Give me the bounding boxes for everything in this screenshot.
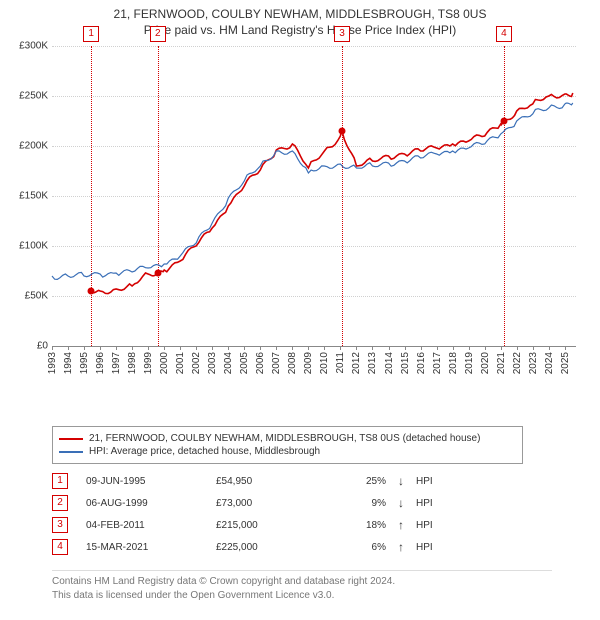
x-axis-label: 1996	[95, 352, 106, 374]
x-axis-label: 2002	[191, 352, 202, 374]
event-row: 2 06-AUG-1999£73,0009%↓HPI	[52, 492, 532, 514]
event-hpi-label: HPI	[416, 476, 456, 487]
event-price: £73,000	[216, 498, 326, 509]
event-date: 15-MAR-2021	[86, 542, 216, 553]
x-axis-label: 1997	[111, 352, 122, 374]
event-percent: 18%	[326, 520, 386, 531]
x-axis-label: 2011	[335, 352, 346, 374]
x-axis-label: 2003	[207, 352, 218, 374]
event-row: 3 04-FEB-2011£215,00018%↑HPI	[52, 514, 532, 536]
x-axis-label: 2020	[480, 352, 491, 374]
event-percent: 9%	[326, 498, 386, 509]
x-axis-label: 2009	[303, 352, 314, 374]
x-axis-label: 2006	[255, 352, 266, 374]
y-axis-label: £50K	[8, 291, 48, 302]
x-axis-label: 2013	[367, 352, 378, 374]
arrow-up-icon: ↑	[386, 518, 416, 532]
x-axis-label: 2019	[464, 352, 475, 374]
footer-line-2: This data is licensed under the Open Gov…	[52, 589, 552, 603]
x-axis-label: 1999	[143, 352, 154, 374]
x-axis-label: 1994	[63, 352, 74, 374]
event-marker: 2	[52, 495, 68, 511]
x-axis-label: 2014	[384, 352, 395, 374]
x-axis-label: 1998	[127, 352, 138, 374]
x-axis-label: 2015	[400, 352, 411, 374]
event-percent: 6%	[326, 542, 386, 553]
event-marker-box: 2	[150, 26, 166, 42]
x-axis-label: 2012	[351, 352, 362, 374]
y-axis-label: £100K	[8, 241, 48, 252]
event-table: 109-JUN-1995£54,95025%↓HPI206-AUG-1999£7…	[52, 470, 532, 558]
footer-line-1: Contains HM Land Registry data © Crown c…	[52, 575, 552, 589]
series-hpi	[52, 103, 573, 279]
legend-item: HPI: Average price, detached house, Midd…	[59, 446, 514, 457]
x-axis-label: 2004	[223, 352, 234, 374]
event-date: 04-FEB-2011	[86, 520, 216, 531]
event-marker: 3	[52, 517, 68, 533]
event-price: £54,950	[216, 476, 326, 487]
x-axis-label: 2023	[528, 352, 539, 374]
x-axis-label: 1995	[79, 352, 90, 374]
arrow-up-icon: ↑	[386, 540, 416, 554]
x-axis-label: 2008	[287, 352, 298, 374]
x-axis-label: 2000	[159, 352, 170, 374]
x-axis-label: 2024	[544, 352, 555, 374]
event-hpi-label: HPI	[416, 520, 456, 531]
y-axis-label: £300K	[8, 41, 48, 52]
x-axis-label: 2005	[239, 352, 250, 374]
event-hpi-label: HPI	[416, 542, 456, 553]
event-row: 4 15-MAR-2021£225,0006%↑HPI	[52, 536, 532, 558]
x-axis-label: 2021	[496, 352, 507, 374]
legend-item: 21, FERNWOOD, COULBY NEWHAM, MIDDLESBROU…	[59, 433, 514, 444]
event-marker-box: 1	[83, 26, 99, 42]
arrow-down-icon: ↓	[386, 474, 416, 488]
event-price: £225,000	[216, 542, 326, 553]
x-axis-label: 2016	[416, 352, 427, 374]
title-line-1: 21, FERNWOOD, COULBY NEWHAM, MIDDLESBROU…	[0, 6, 600, 22]
event-hpi-label: HPI	[416, 498, 456, 509]
y-axis-label: £200K	[8, 141, 48, 152]
event-percent: 25%	[326, 476, 386, 487]
price-chart: £0£50K£100K£150K£200K£250K£300K199319941…	[8, 46, 584, 386]
footer-attribution: Contains HM Land Registry data © Crown c…	[52, 570, 552, 603]
legend: 21, FERNWOOD, COULBY NEWHAM, MIDDLESBROU…	[52, 426, 523, 464]
x-axis-label: 2022	[512, 352, 523, 374]
legend-label: HPI: Average price, detached house, Midd…	[89, 446, 320, 457]
event-marker: 1	[52, 473, 68, 489]
series-property	[91, 93, 573, 294]
legend-label: 21, FERNWOOD, COULBY NEWHAM, MIDDLESBROU…	[89, 433, 480, 444]
event-date: 06-AUG-1999	[86, 498, 216, 509]
x-axis-label: 2025	[560, 352, 571, 374]
y-axis-label: £0	[8, 341, 48, 352]
event-price: £215,000	[216, 520, 326, 531]
y-axis-label: £150K	[8, 191, 48, 202]
x-axis-label: 2010	[319, 352, 330, 374]
y-axis-label: £250K	[8, 91, 48, 102]
x-axis-label: 2001	[175, 352, 186, 374]
event-marker-box: 3	[334, 26, 350, 42]
x-axis-label: 2018	[448, 352, 459, 374]
x-axis-label: 1993	[47, 352, 58, 374]
x-axis-label: 2017	[432, 352, 443, 374]
x-axis-label: 2007	[271, 352, 282, 374]
event-marker: 4	[52, 539, 68, 555]
event-date: 09-JUN-1995	[86, 476, 216, 487]
arrow-down-icon: ↓	[386, 496, 416, 510]
event-marker-box: 4	[496, 26, 512, 42]
event-row: 1 09-JUN-1995£54,95025%↓HPI	[52, 470, 532, 492]
